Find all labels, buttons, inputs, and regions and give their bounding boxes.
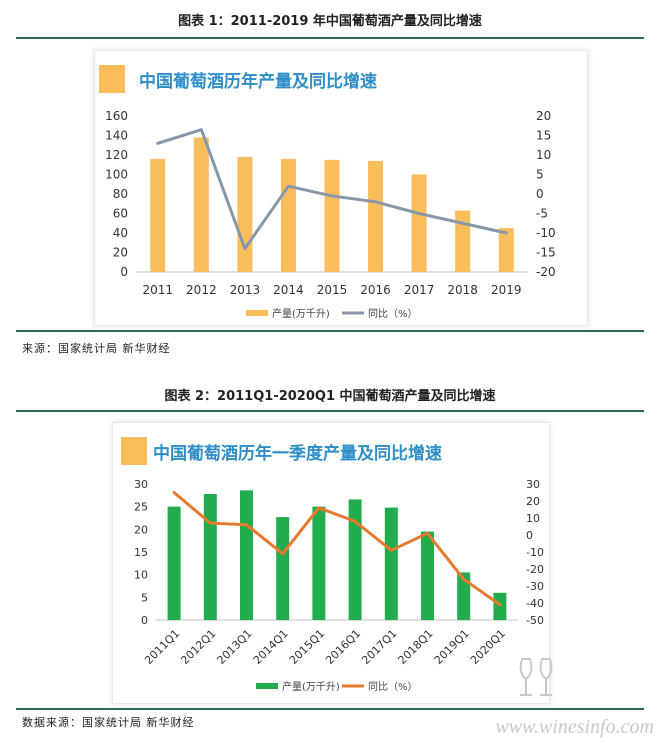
figure-1-source: 来源：国家统计局 新华财经 — [22, 342, 171, 355]
bar — [203, 493, 217, 620]
chart-1-panel: 中国葡萄酒历年产量及同比增速 — [94, 50, 588, 326]
right-axis-tick-label: -20 — [526, 563, 544, 576]
figure-2-source: 数据来源：国家统计局 新华财经 — [22, 716, 195, 729]
x-axis-tick-label: 2013Q1 — [215, 627, 255, 667]
legend-line-label: 同比（%） — [368, 308, 418, 320]
bar — [193, 137, 209, 272]
left-axis-tick-label: 80 — [113, 187, 128, 201]
bar — [368, 160, 384, 272]
bar — [348, 499, 362, 620]
x-axis-tick-label: 2011 — [143, 283, 174, 297]
right-axis-tick-label: 30 — [526, 478, 540, 491]
chart-2-panel: 中国葡萄酒历年一季度产量及同比增速 — [112, 422, 550, 704]
x-axis-tick-label: 2012 — [186, 283, 217, 297]
figure-2-caption: 图表 2：2011Q1-2020Q1 中国葡萄酒产量及同比增速 — [164, 389, 496, 404]
legend-bar-swatch — [256, 683, 278, 689]
right-axis-tick-label: 20 — [536, 109, 551, 123]
left-axis-tick-label: 100 — [105, 168, 128, 182]
chart-1-title-marker — [99, 65, 125, 93]
figure-1-bottom-rule — [16, 330, 644, 332]
bar — [150, 158, 166, 272]
left-axis-tick-label: 160 — [105, 109, 128, 123]
chart-2-title: 中国葡萄酒历年一季度产量及同比增速 — [153, 444, 442, 464]
right-axis-tick-label: 10 — [526, 512, 540, 525]
x-axis-tick-label: 2014 — [273, 283, 304, 297]
legend-line-label: 同比（%） — [368, 681, 418, 693]
right-axis-tick-label: -10 — [536, 226, 556, 240]
bar — [421, 531, 434, 620]
left-axis-tick-label: 20 — [113, 246, 128, 260]
left-axis-tick-label: 0 — [141, 614, 148, 627]
right-axis-tick-label: 10 — [536, 148, 551, 162]
x-axis-tick-label: 2019Q1 — [432, 627, 472, 667]
left-axis-tick-label: 20 — [134, 523, 148, 536]
x-axis-tick-label: 2011Q1 — [142, 627, 182, 667]
legend-bar-label: 产量(万千升) — [282, 680, 340, 693]
yoy-growth-line — [172, 491, 502, 607]
left-axis-tick-label: 25 — [134, 501, 148, 514]
left-axis-tick-label: 10 — [134, 569, 148, 582]
figure-1-caption: 图表 1：2011-2019 年中国葡萄酒产量及同比增速 — [178, 14, 482, 29]
bar — [493, 592, 507, 620]
left-axis-tick-label: 0 — [120, 265, 128, 279]
right-axis-tick-label: -10 — [526, 546, 544, 559]
right-axis-tick-label: 20 — [526, 495, 540, 508]
left-axis-tick-label: 30 — [134, 478, 148, 491]
watermark-text: www.winesinfo.com — [495, 716, 654, 738]
bar — [240, 490, 253, 620]
chart-1-svg: 0 20 40 60 80 100 120 140 160 -20 -15 -10 -5 0 5 10 15 20… — [105, 109, 556, 320]
bar — [411, 174, 427, 272]
x-axis-tick-label: 2012Q1 — [178, 627, 218, 667]
x-axis-tick-label: 2020Q1 — [468, 627, 508, 667]
left-axis-tick-label: 40 — [113, 226, 128, 240]
x-axis-tick-label: 2013 — [230, 283, 261, 297]
bar — [324, 159, 340, 272]
figure-2-bottom-rule — [16, 708, 644, 710]
chart-2-title-marker — [121, 437, 147, 465]
x-axis-tick-label: 2017 — [404, 283, 435, 297]
x-axis-tick-label: 2018 — [447, 283, 478, 297]
right-axis-tick-label: -5 — [536, 207, 548, 221]
bar — [455, 210, 471, 272]
left-axis-tick-label: 15 — [134, 546, 148, 559]
right-axis-tick-label: -40 — [526, 597, 544, 610]
x-axis-tick-label: 2018Q1 — [396, 627, 436, 667]
right-axis-tick-label: -50 — [526, 614, 544, 627]
x-axis-tick-label: 2015 — [317, 283, 348, 297]
right-axis-tick-label: -30 — [526, 580, 544, 593]
right-axis-tick-label: 5 — [536, 168, 544, 182]
legend-bar-swatch — [246, 310, 268, 316]
right-axis-tick-label: 0 — [536, 187, 544, 201]
x-axis-tick-label: 2014Q1 — [251, 627, 291, 667]
x-axis-tick-label: 2016Q1 — [323, 627, 363, 667]
right-axis-tick-label: -20 — [536, 265, 556, 279]
figure-1-top-rule — [16, 37, 644, 39]
watermark-glass-logo — [519, 658, 553, 696]
figure-2-top-rule — [16, 410, 644, 412]
x-axis-tick-label: 2016 — [360, 283, 391, 297]
right-axis-tick-label: -15 — [536, 246, 556, 260]
x-axis-tick-label: 2019 — [491, 283, 522, 297]
right-axis-tick-label: 0 — [526, 529, 533, 542]
legend-bar-label: 产量(万千升) — [272, 307, 330, 320]
right-axis-tick-label: 15 — [536, 129, 551, 143]
x-axis-tick-label: 2015Q1 — [287, 627, 327, 667]
bar — [276, 517, 290, 620]
bar — [384, 507, 398, 620]
chart-1-title: 中国葡萄酒历年产量及同比增速 — [139, 72, 377, 92]
left-axis-tick-label: 120 — [105, 148, 128, 162]
bar — [498, 228, 514, 272]
left-axis-tick-label: 5 — [141, 591, 148, 604]
left-axis-tick-label: 60 — [113, 207, 128, 221]
bar — [312, 506, 326, 620]
x-axis-tick-label: 2017Q1 — [359, 627, 399, 667]
bar — [457, 572, 471, 620]
bar — [167, 506, 181, 620]
left-axis-tick-label: 140 — [105, 129, 128, 143]
